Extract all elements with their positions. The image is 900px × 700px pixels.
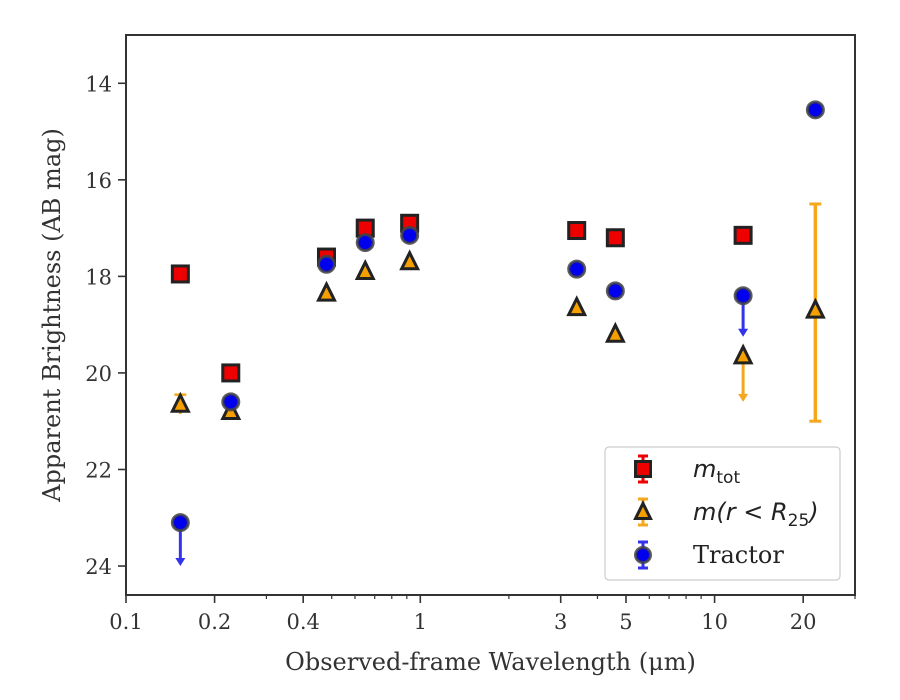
data-markers: [169, 100, 826, 533]
tractor-point: [170, 513, 190, 533]
tractor-point: [805, 100, 825, 120]
mr25-point: [354, 258, 376, 280]
mr25-point: [399, 249, 421, 271]
mtot-point: [567, 221, 587, 241]
y-tick-label: 16: [85, 169, 112, 193]
x-tick-label: 20: [790, 610, 817, 634]
plot-frame: [125, 34, 856, 596]
x-tick-label: 5: [619, 610, 632, 634]
tractor-upper-limit-arrow-head: [738, 328, 749, 337]
tractor-point: [355, 233, 375, 253]
mtot-point: [170, 264, 190, 284]
x-tick-label: 1: [414, 610, 427, 634]
mtot-point: [733, 225, 753, 245]
x-tick-label: 3: [554, 610, 567, 634]
mr25-point: [604, 321, 626, 343]
mr25-point: [316, 280, 337, 302]
legend-label-tractor: Tractor: [693, 541, 784, 569]
mr25-point: [804, 297, 826, 319]
mtot-point: [221, 363, 241, 383]
legend-box: [604, 446, 841, 581]
y-tick-label: 18: [85, 265, 112, 289]
legend-label-mr25: m(r < R25): [693, 498, 819, 531]
legend-label-mtot: mtot: [693, 455, 740, 488]
x-axis-label: Observed-frame Wavelength (μm): [285, 648, 696, 676]
y-axis-label: Apparent Brightness (AB mag): [38, 128, 66, 503]
x-tick-label: 0.4: [286, 610, 319, 634]
tractor-upper-limit-arrow-head: [175, 558, 186, 567]
mr25-point: [169, 391, 191, 413]
mr25-upper-limit-arrow-head: [738, 393, 749, 402]
mr25-point: [732, 343, 754, 365]
tractor-point: [733, 286, 753, 306]
tractor-point: [567, 259, 587, 279]
legend: mtot m(r < R25) Tractor: [604, 446, 841, 581]
y-tick-label: 14: [85, 72, 112, 96]
y-tick-label: 24: [85, 555, 112, 579]
mr25-point: [566, 295, 588, 317]
mtot-point: [605, 228, 625, 248]
legend-marker-mtot: [634, 460, 652, 478]
y-tick-label: 20: [85, 362, 112, 386]
x-tick-label: 0.1: [109, 610, 142, 634]
tractor-point: [605, 281, 625, 301]
legend-marker-tractor: [634, 546, 652, 564]
y-tick-label: 22: [85, 458, 112, 482]
x-tick-label: 0.2: [198, 610, 231, 634]
axis-ticks: 0.1 0.2 0.4 1 3 5 10 20 14 16 18 20 22 24: [85, 72, 856, 634]
tractor-point: [221, 392, 241, 412]
legend-marker-mr25: [633, 500, 653, 520]
tractor-point: [400, 225, 420, 245]
tractor-point: [316, 254, 336, 274]
x-tick-label: 10: [701, 610, 728, 634]
